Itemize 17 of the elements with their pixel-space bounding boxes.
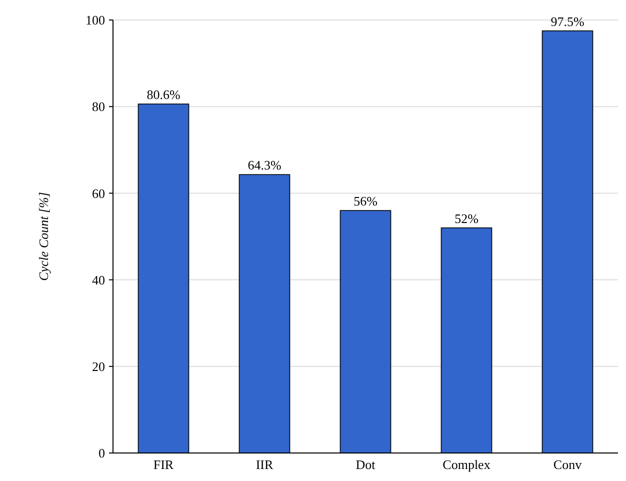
y-tick-label: 20 (92, 358, 105, 374)
x-tick-label: Conv (553, 457, 582, 472)
y-tick-label: 80 (92, 99, 105, 114)
y-tick-label: 60 (92, 186, 105, 201)
y-axis-title: Cycle Count [%] (36, 192, 51, 281)
data-label: 56% (354, 194, 378, 209)
data-label: 80.6% (146, 87, 180, 102)
x-tick-label: IIR (256, 457, 274, 472)
y-tick-label: 0 (98, 446, 105, 461)
x-tick-label: Complex (442, 457, 491, 472)
data-label: 52% (454, 210, 479, 226)
y-tick-label: 40 (92, 272, 105, 288)
data-label: 97.5% (550, 14, 584, 29)
y-tick-label: 100 (86, 12, 105, 28)
data-label: 64.3% (248, 158, 282, 173)
x-tick-label: FIR (153, 457, 174, 472)
x-tick-label: Dot (356, 457, 376, 472)
